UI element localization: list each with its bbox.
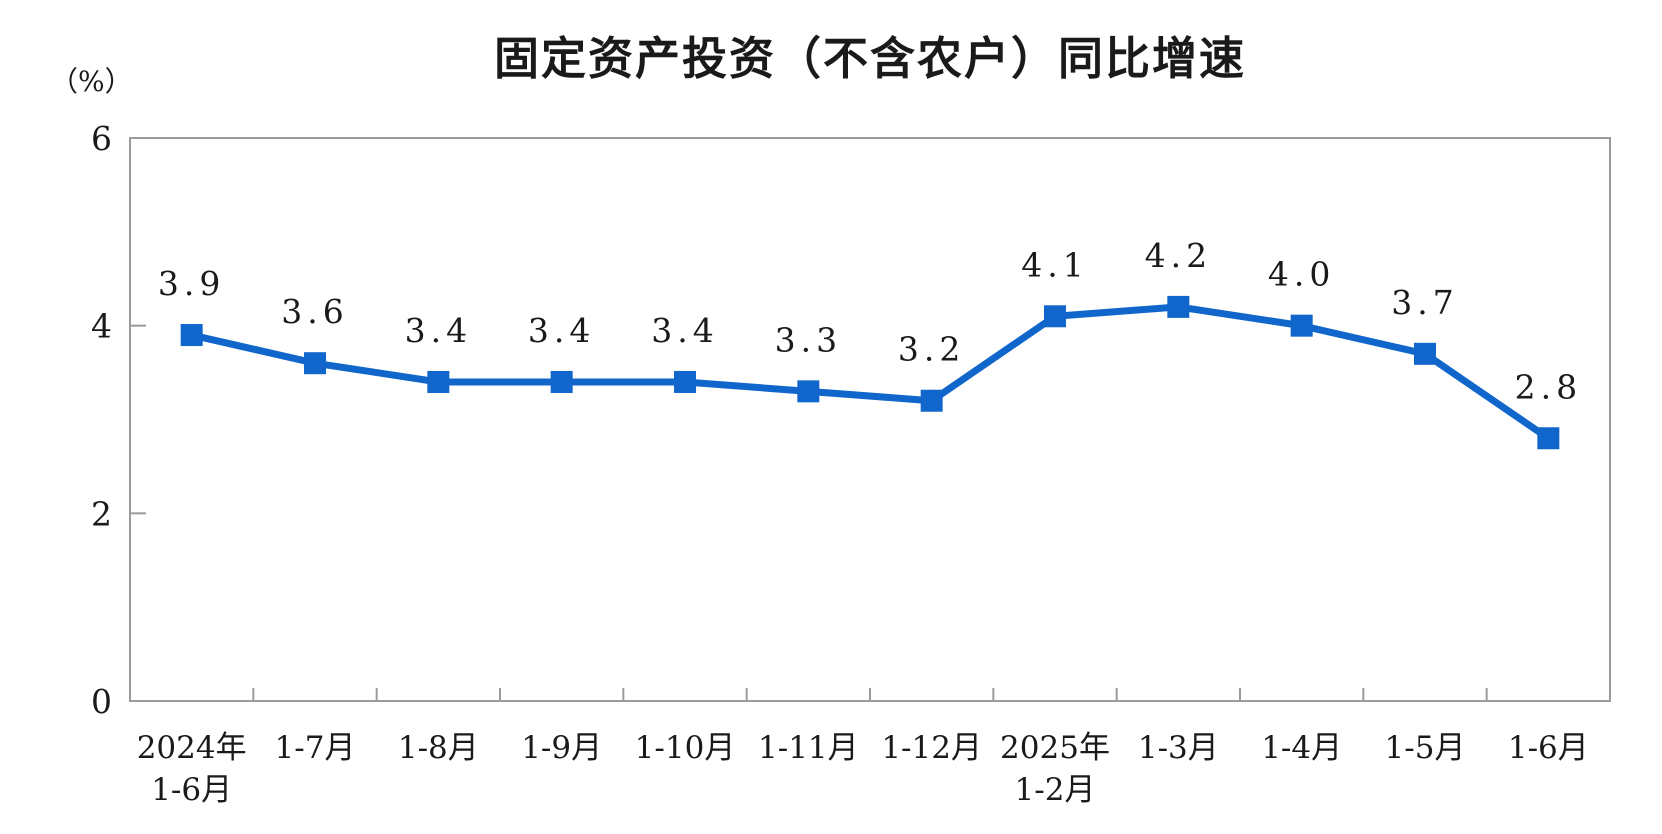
- data-point-label: 3.4: [405, 311, 472, 350]
- data-point-label: 3.7: [1391, 283, 1458, 322]
- x-tick-label: 2024年 1-6月: [137, 730, 247, 808]
- data-point-marker: [920, 389, 943, 412]
- plot-border: [129, 137, 1611, 702]
- data-point-marker: [1290, 314, 1313, 337]
- data-point-marker: [674, 370, 696, 393]
- data-point-marker: [1414, 342, 1436, 365]
- data-point-marker: [797, 380, 820, 403]
- series-line: [190, 303, 1551, 442]
- data-point-marker: [180, 324, 203, 347]
- x-tick-label: 1-7月: [275, 730, 356, 766]
- x-tick-label: 1-11月: [758, 730, 859, 766]
- data-point-marker: [427, 370, 450, 393]
- x-tick-label: 1-12月: [881, 730, 982, 766]
- data-point-marker: [550, 370, 573, 393]
- data-point-label: 3.9: [158, 264, 225, 303]
- x-tick-label: 1-3月: [1138, 730, 1219, 766]
- x-tick-label: 1-5月: [1385, 730, 1466, 766]
- x-tick-label: 1-6月: [1508, 730, 1589, 766]
- data-point-label: 3.4: [528, 311, 595, 350]
- x-tick-label: 2025年 1-2月: [1000, 730, 1110, 808]
- data-point-label: 4.2: [1145, 236, 1212, 275]
- data-point-marker: [1537, 427, 1560, 450]
- y-tick-label: 0: [91, 682, 112, 721]
- data-point-label: 3.2: [898, 330, 965, 369]
- y-tick-label: 6: [91, 119, 112, 158]
- y-tick-label: 4: [91, 307, 112, 346]
- data-point-label: 3.6: [281, 292, 348, 331]
- x-tick-label: 1-9月: [521, 730, 602, 766]
- data-point-marker: [1044, 305, 1066, 328]
- data-point-label: 4.0: [1268, 255, 1335, 294]
- data-point-label: 2.8: [1515, 367, 1582, 406]
- x-tick-label: 1-8月: [398, 730, 479, 766]
- x-tick-label: 1-10月: [635, 730, 736, 766]
- data-point-label: 3.3: [775, 320, 842, 359]
- data-point-marker: [1167, 295, 1190, 318]
- x-tick-label: 1-4月: [1261, 730, 1342, 766]
- data-point-label: 3.4: [651, 311, 718, 350]
- data-point-label: 4.1: [1021, 245, 1088, 284]
- y-tick-label: 2: [91, 494, 112, 533]
- y-axis-unit-label: （%）: [50, 65, 133, 98]
- chart-title: 固定资产投资（不含农户）同比增速: [493, 33, 1246, 84]
- data-point-marker: [304, 352, 326, 375]
